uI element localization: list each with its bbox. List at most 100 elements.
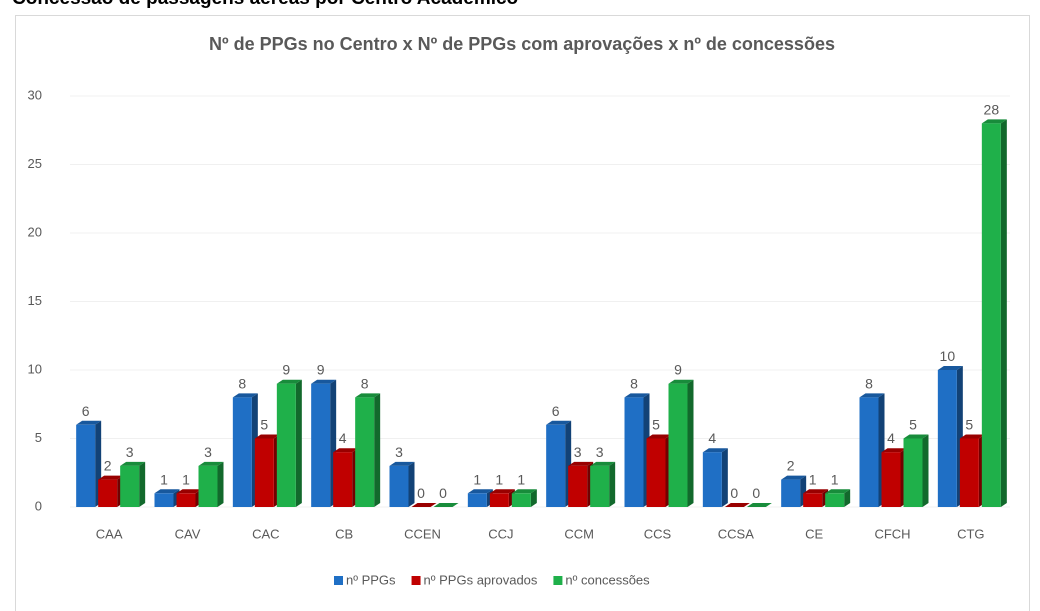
value-label: 1 — [809, 471, 817, 487]
bar — [276, 383, 296, 507]
value-label: 0 — [730, 485, 738, 501]
bar-side — [687, 379, 694, 507]
bar-top — [311, 379, 337, 384]
bar — [624, 397, 644, 507]
bar-top — [937, 366, 963, 370]
x-tick-label: CCSA — [718, 526, 754, 541]
bar — [859, 397, 879, 507]
bar-top — [120, 461, 146, 466]
x-tick-label: CAV — [175, 526, 201, 541]
bar-top — [903, 434, 929, 439]
value-label: 3 — [204, 444, 212, 460]
value-label: 3 — [126, 444, 134, 460]
bar — [467, 493, 487, 507]
value-label: 5 — [652, 417, 660, 433]
value-label: 9 — [317, 362, 325, 378]
bar — [198, 465, 218, 507]
bar-side — [721, 448, 728, 507]
value-label: 3 — [596, 444, 604, 460]
value-label: 4 — [339, 430, 347, 446]
bar-side — [217, 461, 224, 507]
value-label: 4 — [708, 430, 716, 446]
value-label: 1 — [473, 471, 481, 487]
bar — [176, 493, 196, 507]
bar-top — [646, 434, 672, 439]
value-label: 5 — [965, 417, 973, 433]
legend-swatch — [553, 576, 563, 585]
bar — [154, 493, 174, 507]
bar-top — [624, 393, 650, 398]
bar-top — [276, 379, 302, 384]
x-tick-label: CCJ — [488, 526, 513, 541]
bar-top — [76, 420, 102, 425]
value-label: 3 — [395, 444, 403, 460]
bar — [959, 438, 979, 507]
x-tick-label: CE — [805, 526, 823, 541]
x-tick-label: CCM — [564, 526, 594, 541]
bar-top — [590, 461, 616, 466]
bar-side — [1000, 119, 1007, 508]
bar — [903, 438, 923, 507]
value-label: 8 — [865, 375, 873, 391]
value-label: 4 — [887, 430, 895, 446]
y-tick-label: 25 — [28, 156, 42, 171]
x-tick-label: CTG — [957, 526, 984, 541]
bar-top — [959, 434, 985, 439]
bar-top — [546, 420, 572, 425]
bar — [668, 383, 688, 507]
bar — [333, 452, 353, 507]
bar-top — [389, 461, 415, 466]
bar — [568, 465, 588, 507]
legend-swatch — [334, 576, 343, 585]
value-label: 0 — [752, 485, 760, 501]
bar — [98, 479, 118, 507]
value-label: 0 — [417, 485, 425, 501]
bar-top — [803, 489, 829, 494]
y-tick-label: 0 — [35, 498, 42, 513]
y-tick-label: 15 — [28, 293, 42, 308]
legend-label: nº concessões — [565, 572, 650, 587]
bar-top — [511, 489, 537, 494]
bar — [76, 424, 96, 507]
bar-top — [825, 489, 851, 494]
value-label: 2 — [787, 458, 795, 474]
bar — [232, 397, 252, 507]
bar-side — [408, 461, 415, 507]
legend-label: nº PPGs — [346, 572, 396, 587]
bar-side — [844, 489, 851, 507]
bar-top — [232, 393, 258, 398]
bar-side — [139, 461, 146, 507]
bar-top — [781, 475, 807, 480]
y-tick-label: 10 — [28, 361, 42, 376]
bar — [803, 493, 823, 507]
bar-top — [254, 434, 280, 439]
x-tick-label: CAA — [96, 526, 123, 541]
bar — [389, 465, 409, 507]
bar — [881, 452, 901, 507]
bar — [781, 479, 801, 507]
bar — [981, 123, 1001, 508]
value-label: 6 — [552, 403, 560, 419]
bar — [511, 493, 531, 507]
value-label: 5 — [909, 417, 917, 433]
bar-top — [881, 448, 907, 453]
bar — [825, 493, 845, 507]
y-tick-label: 30 — [28, 87, 42, 102]
bar-top — [355, 393, 381, 398]
legend-label: nº PPGs aprovados — [424, 572, 538, 587]
bar-top — [981, 119, 1007, 124]
value-label: 1 — [831, 471, 839, 487]
chart-frame — [15, 15, 1030, 611]
bar-top — [489, 489, 515, 494]
value-label: 0 — [439, 485, 447, 501]
legend-swatch — [411, 576, 421, 585]
bar-side — [922, 434, 929, 507]
bar-top — [154, 489, 180, 494]
bar-top — [746, 503, 772, 507]
bar-side — [374, 393, 381, 507]
value-label: 6 — [82, 403, 90, 419]
value-label: 8 — [630, 375, 638, 391]
value-label: 1 — [495, 471, 503, 487]
bar — [702, 452, 722, 507]
